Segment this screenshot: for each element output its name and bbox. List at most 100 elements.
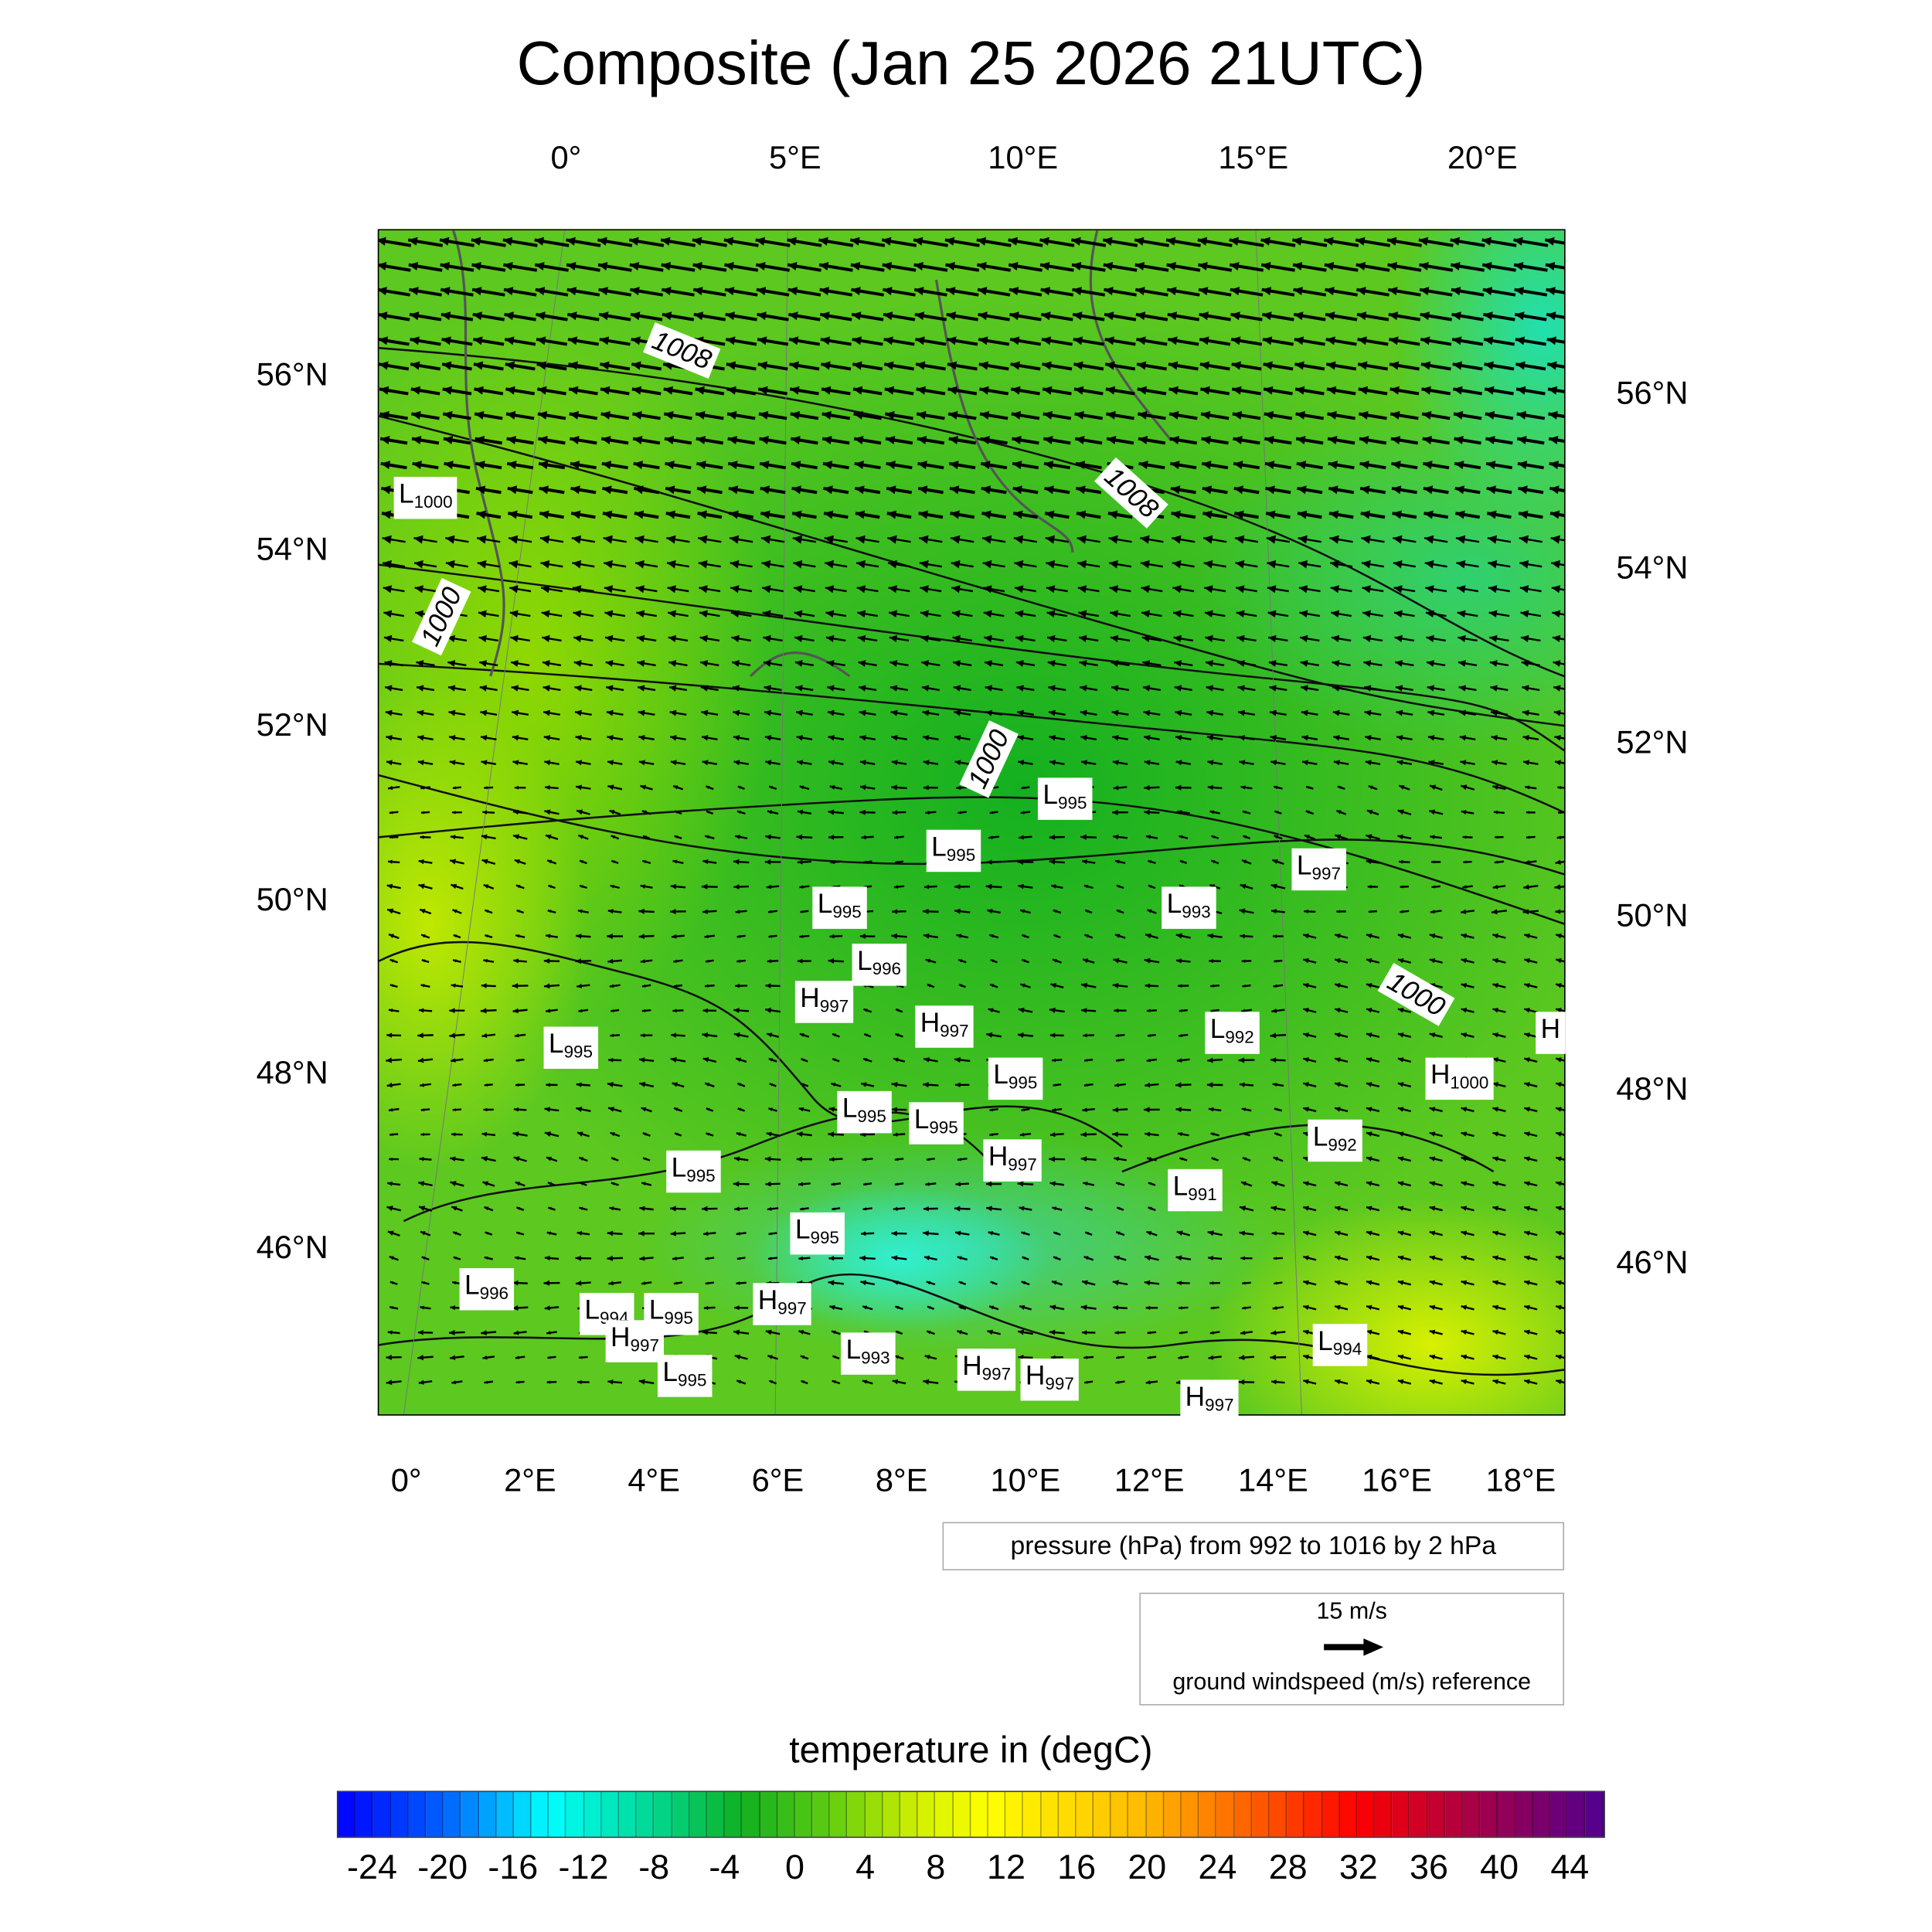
wind-vector xyxy=(1019,835,1032,840)
wind-vector xyxy=(1397,834,1412,840)
wind-vector xyxy=(389,1133,399,1137)
wind-vector xyxy=(704,835,715,840)
wind-vector xyxy=(980,461,1008,470)
wind-vector xyxy=(1232,410,1261,420)
wind-vector xyxy=(512,760,528,766)
wind-vector xyxy=(978,361,1009,371)
wind-vector xyxy=(574,685,593,692)
bottom-tick-label: 2°E xyxy=(504,1461,556,1499)
wind-vector xyxy=(954,1230,970,1236)
wind-vector xyxy=(478,585,500,594)
wind-vector xyxy=(420,835,431,839)
wind-vector xyxy=(1230,311,1263,321)
wind-vector xyxy=(1427,734,1444,741)
wind-vector xyxy=(386,734,403,741)
wind-vector xyxy=(1074,436,1103,445)
wind-vector xyxy=(1366,1379,1380,1385)
wind-vector xyxy=(515,934,526,938)
wind-vector xyxy=(755,261,790,272)
wind-vector xyxy=(573,634,594,643)
wind-vector xyxy=(670,908,686,915)
wind-vector xyxy=(1272,1082,1284,1087)
wind-vector xyxy=(478,610,499,618)
wind-vector xyxy=(701,734,718,741)
wind-vector xyxy=(572,560,595,569)
colorbar-swatch xyxy=(1040,1791,1059,1837)
wind-vector xyxy=(1524,1379,1538,1385)
wind-vector xyxy=(1111,660,1130,667)
wind-vector xyxy=(1484,361,1515,371)
wind-vector xyxy=(637,685,656,692)
wind-vector xyxy=(1518,510,1543,519)
wind-vector xyxy=(389,1157,400,1162)
wind-vector xyxy=(1053,909,1062,914)
low-pressure-label: L996 xyxy=(852,944,906,986)
colorbar-swatch xyxy=(1216,1791,1235,1837)
wind-vector xyxy=(696,485,723,495)
wind-vector xyxy=(892,810,906,815)
wind-vector xyxy=(474,410,503,420)
wind-vector xyxy=(702,1206,718,1212)
wind-vector xyxy=(1200,386,1230,396)
wind-vector xyxy=(787,261,821,272)
wind-vector xyxy=(1112,734,1128,741)
wind-vector xyxy=(1146,1157,1157,1162)
wind-vector xyxy=(674,835,682,840)
wind-vector xyxy=(830,1082,842,1087)
wind-vector xyxy=(1267,585,1289,594)
wind-vector xyxy=(990,1281,998,1286)
wind-vector xyxy=(1084,1380,1094,1384)
wind-vector xyxy=(1335,834,1349,841)
wind-vector xyxy=(1553,709,1565,716)
wind-vector xyxy=(1397,1329,1412,1335)
high-pressure-label: H997 xyxy=(605,1320,665,1362)
wind-vector xyxy=(1301,709,1318,716)
wind-vector xyxy=(923,1255,937,1261)
wind-vector xyxy=(1546,287,1565,296)
wind-vector xyxy=(1333,760,1349,766)
wind-vector xyxy=(733,1329,750,1335)
wind-vector xyxy=(1516,436,1545,445)
wind-vector xyxy=(514,859,526,866)
wind-vector xyxy=(640,884,653,889)
wind-vector xyxy=(514,1033,526,1038)
pressure-center-type: L xyxy=(648,1294,665,1325)
wind-vector xyxy=(862,1379,873,1385)
wind-vector xyxy=(1526,835,1536,839)
wind-vector xyxy=(951,560,974,569)
wind-vector xyxy=(611,1009,620,1012)
wind-vector xyxy=(1075,461,1102,470)
wind-vector xyxy=(1458,709,1477,716)
wind-vector xyxy=(450,835,464,840)
wind-vector xyxy=(769,1083,777,1087)
wind-vector xyxy=(1400,910,1410,913)
wind-vector xyxy=(893,885,905,889)
wind-vector xyxy=(1271,1181,1285,1187)
colorbar-swatch xyxy=(935,1791,954,1837)
wind-vector xyxy=(1305,810,1315,815)
wind-vector xyxy=(1229,236,1264,247)
colorbar-tick-label: 0 xyxy=(784,1848,804,1886)
wind-vector xyxy=(982,560,1005,569)
wind-vector xyxy=(698,535,722,544)
wind-vector xyxy=(1241,859,1252,865)
wind-vector xyxy=(768,934,777,938)
wind-vector xyxy=(1429,1032,1443,1038)
wind-vector xyxy=(642,1131,651,1137)
colorbar-tick-label: 32 xyxy=(1338,1848,1378,1886)
wind-vector xyxy=(923,933,938,939)
wind-vector xyxy=(1268,634,1288,643)
wind-vector xyxy=(832,1379,841,1385)
wind-vector xyxy=(1071,236,1107,247)
wind-vector xyxy=(1366,1131,1380,1138)
wind-vector xyxy=(1488,585,1510,594)
wind-vector xyxy=(1359,436,1387,445)
wind-vector xyxy=(534,236,570,247)
wind-vector xyxy=(1489,660,1509,667)
wind-vector xyxy=(1176,809,1190,815)
wind-vector xyxy=(512,709,529,716)
wind-vector xyxy=(536,336,568,346)
wind-vector xyxy=(1171,535,1196,544)
colorbar-swatch xyxy=(1374,1791,1393,1837)
wind-vector xyxy=(1108,560,1132,569)
